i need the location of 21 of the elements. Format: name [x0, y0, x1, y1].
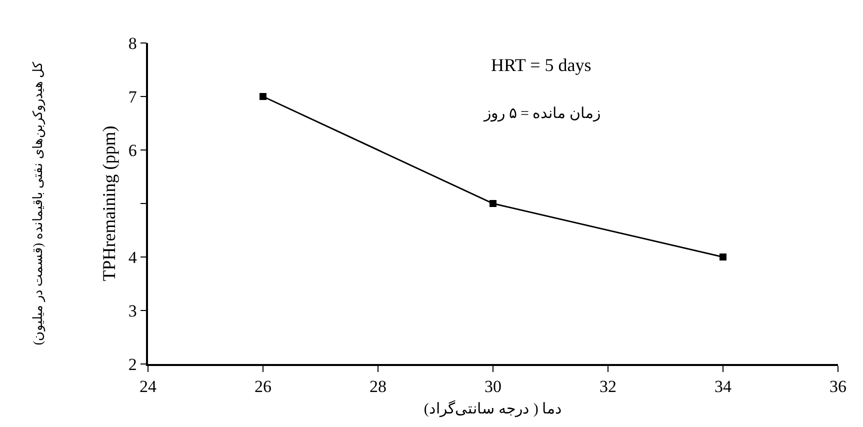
x-axis-title: دما ( درجه سانتی‌گراد)	[424, 400, 562, 418]
x-tick-label: 28	[370, 377, 386, 396]
x-tick-label: 32	[600, 377, 616, 396]
x-tick-label: 30	[484, 377, 502, 396]
y-tick-label: 3	[128, 301, 137, 320]
annotation: HRT = 5 days	[491, 55, 592, 75]
point	[490, 200, 496, 207]
x-tick-label: 36	[830, 377, 846, 396]
x-tick-label: 26	[254, 377, 272, 396]
y-tick-label: 8	[128, 34, 137, 53]
x-tick-label: 24	[140, 377, 157, 396]
text: کل هیدروکربن‌های نفتی باقیمانده (قسمت در میلیون)	[30, 60, 46, 346]
point	[260, 93, 266, 100]
y-tick-label: 7	[128, 87, 138, 106]
x-tick-label: 34	[714, 377, 732, 396]
annotation: زمان مانده = ۵ روز	[483, 106, 600, 122]
y-axis-title: TPHremaining (ppm)	[99, 126, 120, 282]
y-tick-label: 4	[128, 248, 138, 267]
point	[720, 254, 726, 260]
y-tick-label: 2	[128, 354, 137, 374]
y-tick-label: 6	[128, 140, 137, 160]
